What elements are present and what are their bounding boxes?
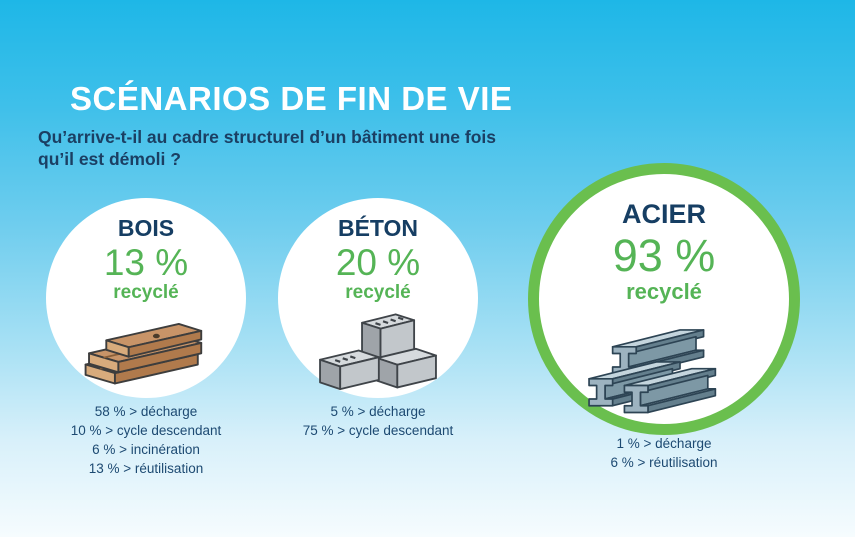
steel-beams-icon: [588, 329, 717, 414]
recycled-label: recyclé: [113, 282, 179, 304]
outcome-line: 1 % > décharge: [616, 436, 712, 451]
recycled-percent: 20 %: [335, 242, 421, 284]
outcome-line: 13 % > réutilisation: [88, 461, 204, 476]
outcome-line: 58 % > décharge: [94, 404, 198, 419]
outcome-line: 5 % > décharge: [330, 404, 426, 419]
outcome-list-beton: 5 % > décharge 75 % > cycle descendant: [258, 402, 498, 440]
outcome-list-bois: 58 % > décharge 10 % > cycle descendant …: [26, 402, 266, 478]
material-card-bois: BOIS 13 % recyclé: [46, 198, 246, 398]
recycled-percent: 13 %: [103, 242, 189, 284]
recycled-label: recyclé: [626, 279, 702, 305]
recycled-label: recyclé: [345, 282, 411, 304]
wood-planks-icon: [84, 323, 203, 385]
outcome-line: 6 % > réutilisation: [610, 455, 718, 470]
material-name: BOIS: [117, 215, 175, 241]
material-card-acier: ACIER 93 % recyclé: [528, 163, 800, 435]
material-name: BÉTON: [337, 215, 419, 241]
outcome-line: 75 % > cycle descendant: [302, 423, 454, 438]
outcome-list-acier: 1 % > décharge 6 % > réutilisation: [544, 434, 784, 472]
outcome-line: 10 % > cycle descendant: [70, 423, 222, 438]
concrete-blocks-icon: [319, 313, 437, 391]
page-title: SCÉNARIOS DE FIN DE VIE: [70, 80, 513, 117]
outcome-line: 6 % > incinération: [92, 442, 200, 457]
material-name: ACIER: [621, 199, 706, 229]
recycled-percent: 93 %: [612, 229, 716, 281]
material-card-beton: BÉTON 20 % recyclé: [278, 198, 478, 398]
page-subtitle: Qu’arrive-t-il au cadre structurel d’un …: [38, 127, 496, 170]
